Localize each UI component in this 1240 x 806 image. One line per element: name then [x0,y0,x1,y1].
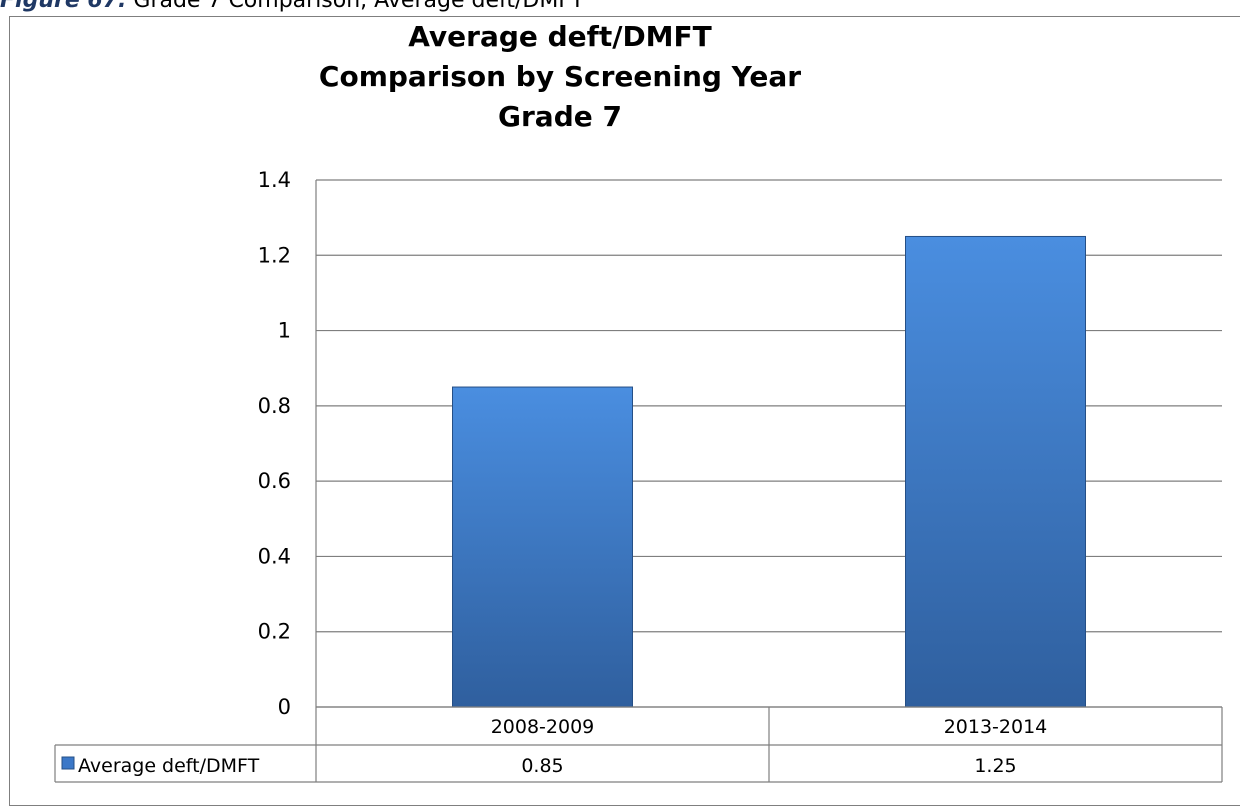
bar-2008-2009 [452,386,633,708]
gridlines [315,179,1222,708]
y-axis-tick-labels: 0 0.2 0.4 0.6 0.8 1 1.2 1.4 [258,168,291,719]
chart-title: Average deft/DMFT Comparison by Screenin… [319,20,801,133]
figure-caption: Figure 67. Grade 7 Comparison, Average d… [0,0,584,12]
y-tick-label: 1.2 [258,243,291,267]
bar-chart: Average deft/DMFT Comparison by Screenin… [54,20,1223,783]
figure-caption-text: Grade 7 Comparison, Average deft/DMFT [133,0,585,13]
y-tick-label: 0.6 [258,469,291,493]
bar-2013-2014 [905,235,1086,708]
y-tick-label: 0.8 [258,394,291,418]
chart-title-line-3: Grade 7 [498,100,622,133]
data-table: 2008-2009 0.85 2013-2014 1.25 Average deft/D… [54,706,1223,783]
data-table-value: 1.25 [974,755,1016,777]
chart-title-line-1: Average deft/DMFT [408,20,712,53]
y-tick-label: 0.4 [258,544,291,568]
y-tick-label: 0 [278,695,291,719]
data-table-value: 0.85 [521,755,563,777]
legend-series-label: Average deft/DMFT [78,755,260,777]
y-tick-label: 0.2 [258,620,291,644]
x-category-label: 2008-2009 [491,716,595,738]
figure-caption-label: Figure 67. [0,0,127,13]
legend-key [61,756,75,770]
y-tick-label: 1.4 [258,168,291,192]
chart-title-line-2: Comparison by Screening Year [319,60,801,93]
x-category-label: 2013-2014 [944,716,1048,738]
bars [452,235,1086,708]
y-tick-label: 1 [278,319,291,343]
